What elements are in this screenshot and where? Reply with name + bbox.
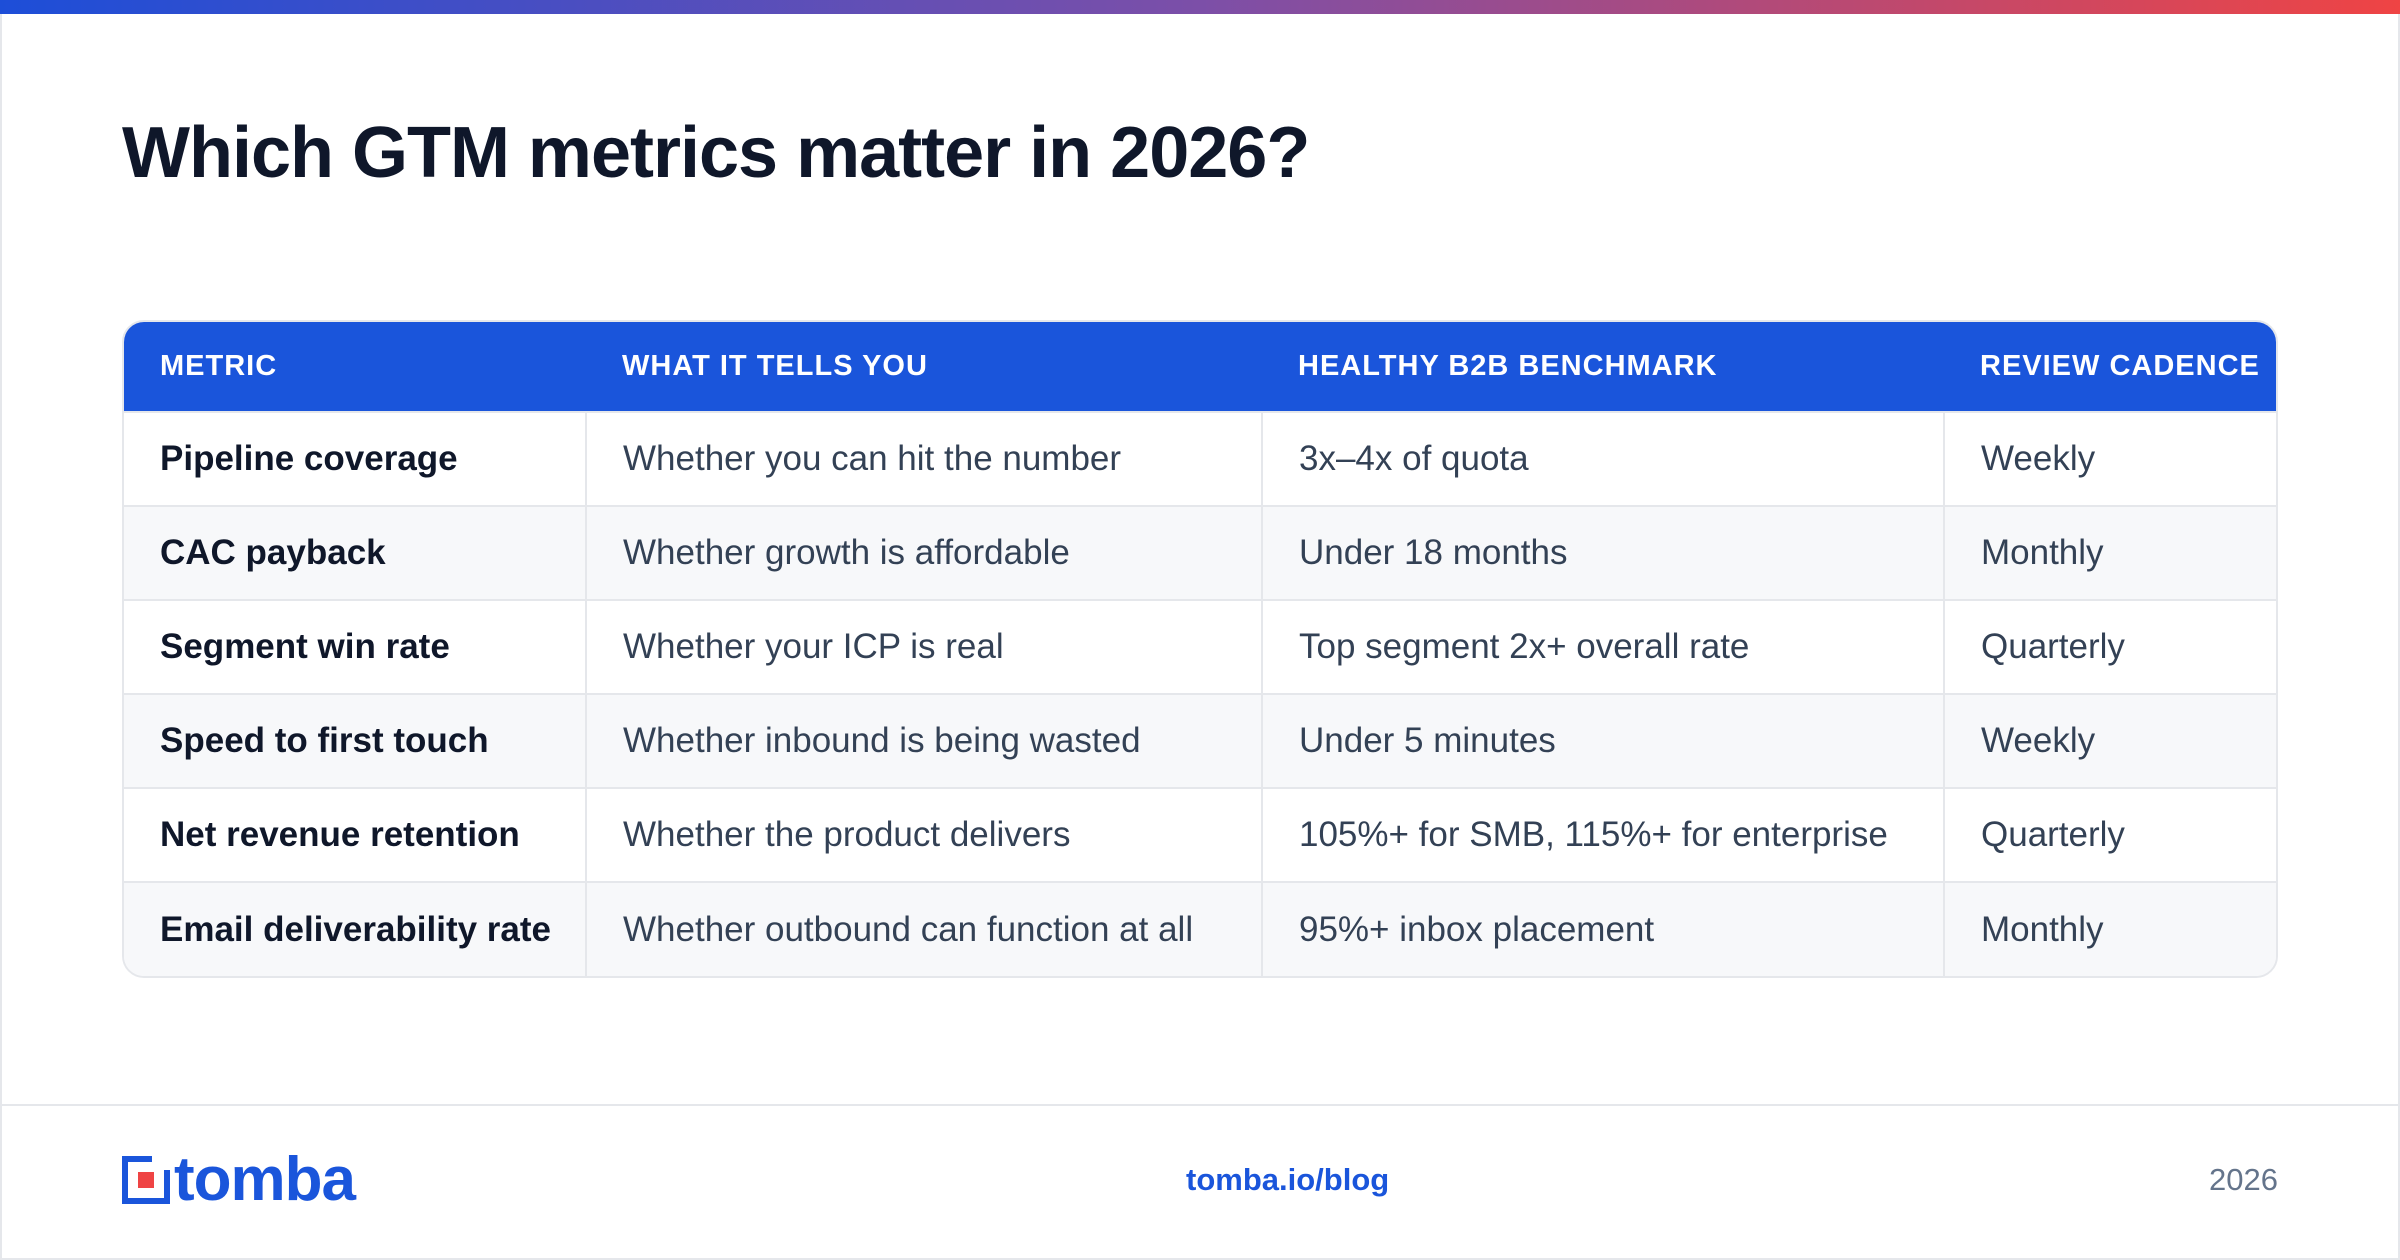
- cell-review-cadence: Quarterly: [1943, 599, 2276, 694]
- cell-review-cadence: Monthly: [1943, 505, 2276, 600]
- cell-review-cadence: Weekly: [1943, 693, 2276, 788]
- cell-benchmark: 105%+ for SMB, 115%+ for enterprise: [1261, 787, 1944, 882]
- table-row: Speed to first touch Whether inbound is …: [124, 693, 2276, 788]
- cell-what-it-tells-you: Whether the product delivers: [585, 787, 1262, 882]
- column-header-review-cadence: REVIEW CADENCE: [1980, 350, 2260, 382]
- column-header-benchmark: HEALTHY B2B BENCHMARK: [1298, 350, 1718, 382]
- cell-metric: Net revenue retention: [124, 787, 586, 882]
- column-header-metric: METRIC: [160, 350, 278, 382]
- table-row: Email deliverability rate Whether outbou…: [124, 881, 2276, 976]
- cell-review-cadence: Monthly: [1943, 881, 2276, 976]
- table-row: Net revenue retention Whether the produc…: [124, 787, 2276, 882]
- table-header-row: METRIC WHAT IT TELLS YOU HEALTHY B2B BEN…: [124, 322, 2276, 412]
- column-header-what-it-tells-you: WHAT IT TELLS YOU: [622, 350, 928, 382]
- cell-metric: Pipeline coverage: [124, 411, 586, 506]
- cell-what-it-tells-you: Whether growth is affordable: [585, 505, 1262, 600]
- metrics-table-container: METRIC WHAT IT TELLS YOU HEALTHY B2B BEN…: [122, 320, 2278, 978]
- cell-review-cadence: Quarterly: [1943, 787, 2276, 882]
- cell-benchmark: 3x–4x of quota: [1261, 411, 1944, 506]
- cell-benchmark: Under 5 minutes: [1261, 693, 1944, 788]
- cell-review-cadence: Weekly: [1943, 411, 2276, 506]
- cell-benchmark: 95%+ inbox placement: [1261, 881, 1944, 976]
- table-row: Pipeline coverage Whether you can hit th…: [124, 411, 2276, 506]
- cell-benchmark: Top segment 2x+ overall rate: [1261, 599, 1944, 694]
- cell-benchmark: Under 18 months: [1261, 505, 1944, 600]
- footer-year: 2026: [2209, 1162, 2278, 1197]
- metrics-table: METRIC WHAT IT TELLS YOU HEALTHY B2B BEN…: [124, 322, 2276, 976]
- cell-metric: Segment win rate: [124, 599, 586, 694]
- tomba-logo-icon: [122, 1156, 170, 1204]
- cell-what-it-tells-you: Whether your ICP is real: [585, 599, 1262, 694]
- logo-wordmark: tomba: [174, 1145, 356, 1214]
- footer-divider: [0, 1104, 2400, 1106]
- cell-metric: CAC payback: [124, 505, 586, 600]
- cell-metric: Speed to first touch: [124, 693, 586, 788]
- page-title: Which GTM metrics matter in 2026?: [122, 113, 1310, 193]
- blog-link[interactable]: tomba.io/blog: [1186, 1162, 1390, 1197]
- cell-what-it-tells-you: Whether you can hit the number: [585, 411, 1262, 506]
- tomba-logo[interactable]: tomba: [122, 1145, 356, 1214]
- cell-what-it-tells-you: Whether outbound can function at all: [585, 881, 1262, 976]
- gradient-accent-bar: [0, 0, 2400, 14]
- table-row: CAC payback Whether growth is affordable…: [124, 505, 2276, 600]
- cell-what-it-tells-you: Whether inbound is being wasted: [585, 693, 1262, 788]
- cell-metric: Email deliverability rate: [124, 881, 586, 976]
- table-row: Segment win rate Whether your ICP is rea…: [124, 599, 2276, 694]
